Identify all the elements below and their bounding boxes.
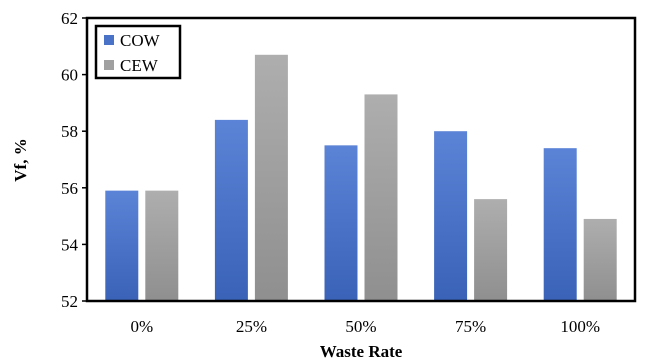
x-tick-label: 0%	[130, 317, 153, 336]
legend-label-cow: COW	[120, 31, 161, 50]
y-axis-ticks: 52 54 56 58 60 62	[61, 9, 87, 311]
bar-cow-4	[543, 148, 577, 301]
bar-cow-1	[214, 119, 248, 301]
legend-swatch-cow	[104, 35, 114, 45]
legend: COW CEW	[94, 24, 182, 80]
bar-cew-4	[583, 218, 617, 301]
bar-cew-2	[364, 94, 398, 301]
bar-cow-3	[434, 131, 468, 301]
legend-swatch-cew	[104, 60, 114, 70]
y-tick-label: 52	[61, 292, 78, 311]
bar-cow-0	[105, 190, 139, 301]
bar-cew-3	[474, 199, 508, 301]
x-tick-label: 75%	[455, 317, 486, 336]
y-tick-label: 56	[61, 179, 78, 198]
y-axis-title: Vf, %	[11, 138, 30, 181]
bar-cew-0	[145, 190, 179, 301]
y-tick-label: 54	[61, 235, 79, 254]
legend-label-cew: CEW	[120, 56, 159, 75]
plot-area-frame	[85, 16, 637, 303]
y-tick-label: 62	[61, 9, 78, 28]
x-tick-label: 25%	[236, 317, 267, 336]
bars	[105, 54, 617, 301]
x-axis-tick-labels: 0% 25% 50% 75% 100%	[130, 317, 600, 336]
bar-cow-2	[324, 145, 358, 301]
x-tick-label: 100%	[560, 317, 600, 336]
x-tick-label: 50%	[345, 317, 376, 336]
y-tick-label: 60	[61, 66, 78, 85]
x-axis-title: Waste Rate	[320, 342, 403, 361]
y-tick-label: 58	[61, 122, 78, 141]
bar-cew-1	[254, 54, 288, 301]
